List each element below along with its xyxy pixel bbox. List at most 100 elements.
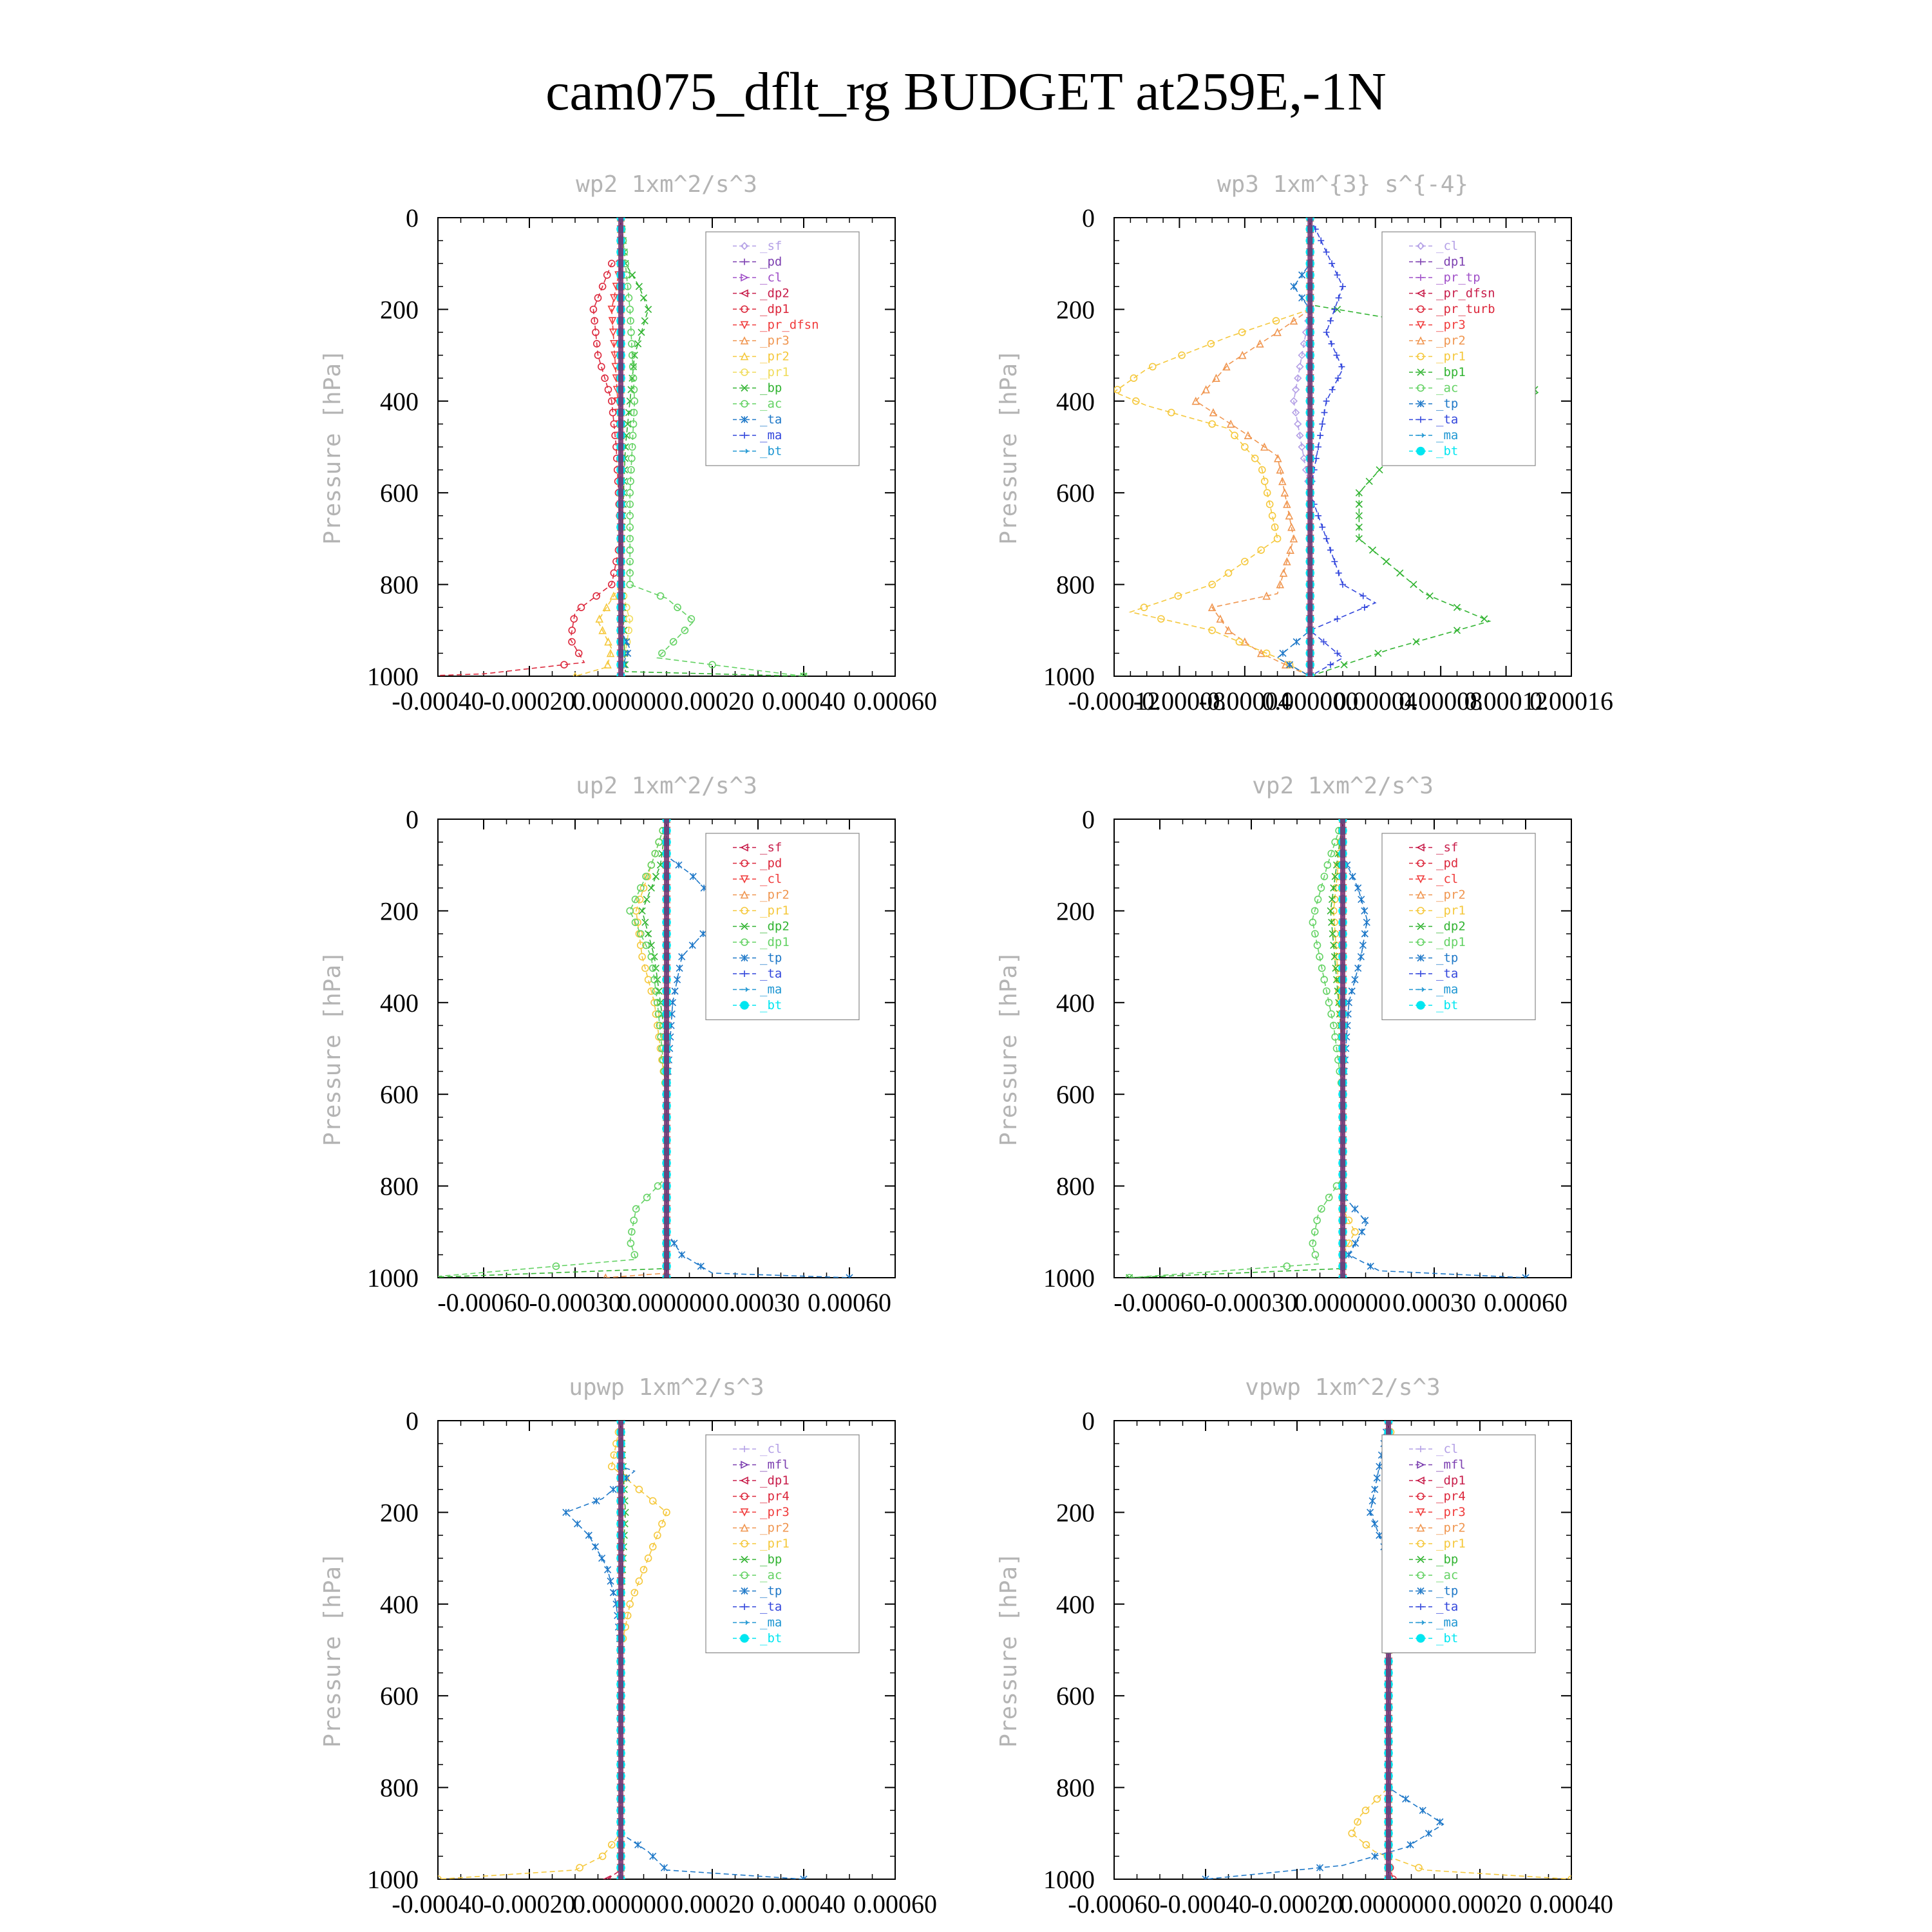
data-point	[589, 305, 598, 314]
x-tick-label: 0.000000	[573, 1889, 669, 1918]
legend-entry: _pr1	[760, 365, 790, 379]
data-point	[1330, 884, 1338, 892]
x-tick-label: 0.00030	[716, 1288, 800, 1317]
data-point	[1296, 363, 1304, 371]
legend-entry: _pr4	[760, 1490, 790, 1504]
legend-box	[1381, 833, 1536, 1021]
data-point	[1283, 1262, 1291, 1270]
data-point	[688, 942, 696, 949]
legend-marker	[740, 1001, 749, 1010]
y-tick-label: 0	[406, 805, 419, 834]
data-point	[674, 603, 681, 612]
x-tick-label: 0.00004	[1334, 687, 1417, 715]
data-point	[699, 930, 707, 938]
data-point	[1348, 987, 1356, 995]
data-point	[1406, 1841, 1414, 1849]
data-point	[1318, 237, 1325, 244]
data-point	[676, 964, 683, 972]
data-point	[1311, 930, 1319, 938]
legend-entry: _bp	[1436, 1553, 1458, 1567]
data-point	[668, 999, 677, 1007]
legend-entry: _dp1	[1436, 255, 1466, 269]
legend-entry: _cl	[1436, 239, 1458, 253]
data-point	[592, 592, 600, 600]
data-point	[1262, 591, 1271, 600]
plot-area	[1114, 218, 1540, 676]
legend-marker	[1417, 305, 1425, 313]
data-point	[1293, 638, 1300, 646]
legend-entry: _ac	[1436, 1568, 1458, 1582]
data-point	[1208, 580, 1216, 589]
data-point	[1374, 649, 1382, 657]
data-point	[1355, 512, 1363, 520]
legend-marker	[741, 1587, 748, 1595]
data-point	[1396, 569, 1404, 577]
legend-marker	[741, 1620, 749, 1625]
data-point	[1357, 953, 1365, 961]
data-point	[598, 626, 607, 634]
data-point	[1318, 1205, 1325, 1213]
legend-marker	[741, 258, 748, 265]
data-point	[1327, 661, 1334, 668]
data-point	[1256, 649, 1265, 658]
data-point	[708, 661, 716, 668]
data-point	[1329, 260, 1336, 267]
data-point	[1330, 1021, 1338, 1030]
data-point	[1317, 432, 1324, 439]
x-tick-label: -0.00040	[1159, 1889, 1251, 1918]
data-point	[626, 907, 634, 915]
data-point	[1412, 638, 1420, 646]
data-point	[592, 1497, 600, 1505]
data-point	[1320, 873, 1329, 880]
x-tick-label: -0.00060	[1113, 1288, 1206, 1317]
x-tick-label: 0.000000	[1262, 687, 1358, 715]
data-point	[1361, 1806, 1370, 1814]
data-point	[678, 1251, 686, 1258]
data-point	[1224, 626, 1233, 634]
x-tick-label: 0.000000	[1294, 1288, 1391, 1317]
series-line	[438, 218, 621, 676]
legend-marker	[741, 1446, 748, 1452]
data-point	[1273, 328, 1282, 336]
legend-marker	[1416, 1508, 1425, 1517]
legend-entry: _tp	[760, 951, 782, 965]
legend-marker	[740, 1476, 748, 1485]
data-point	[649, 964, 657, 972]
legend-entry: _ac	[1436, 381, 1458, 395]
legend-entry: _cl	[760, 1442, 782, 1456]
legend: _cl _mfl_dp1 _pr4_pr3 _pr2 _pr1 _bp_ac _tp _ta _…	[1381, 1434, 1536, 1654]
y-axis-label: Pressure [hPa]	[319, 951, 346, 1146]
data-point	[800, 1875, 808, 1879]
data-point	[1286, 661, 1294, 668]
data-point	[1262, 649, 1271, 658]
data-point	[626, 523, 634, 531]
data-point	[1279, 569, 1288, 577]
legend-marker	[1417, 1492, 1425, 1501]
data-point	[1325, 1193, 1333, 1202]
data-point	[1367, 1262, 1374, 1270]
legend-marker	[1417, 954, 1425, 962]
panel-title: up2 1xm^2/s^3	[576, 773, 757, 799]
legend-marker	[741, 384, 748, 392]
legend: _sf _pd_cl _dp2_dp1 _pr_dfsn _pr3 _pr2_pr1 _bp…	[705, 231, 860, 466]
data-point	[1358, 896, 1365, 904]
y-tick-label: 0	[406, 204, 419, 232]
legend-entry: _ta	[1436, 1600, 1458, 1614]
data-point	[647, 861, 656, 869]
data-point	[1376, 1531, 1383, 1539]
y-tick-label: 1000	[367, 662, 419, 691]
y-tick-label: 400	[380, 1590, 419, 1619]
data-point	[1314, 512, 1321, 519]
y-tick-label: 1000	[367, 1264, 419, 1293]
data-point	[1334, 272, 1341, 278]
legend-marker	[1416, 1001, 1425, 1010]
legend-marker	[1416, 890, 1425, 899]
data-point	[610, 340, 618, 348]
data-point	[1340, 661, 1348, 668]
data-point	[1291, 408, 1300, 417]
data-point	[1371, 1520, 1379, 1528]
legend-marker	[740, 352, 749, 361]
data-point	[1260, 477, 1269, 486]
data-point	[626, 489, 634, 497]
legend-marker	[1417, 1587, 1425, 1595]
